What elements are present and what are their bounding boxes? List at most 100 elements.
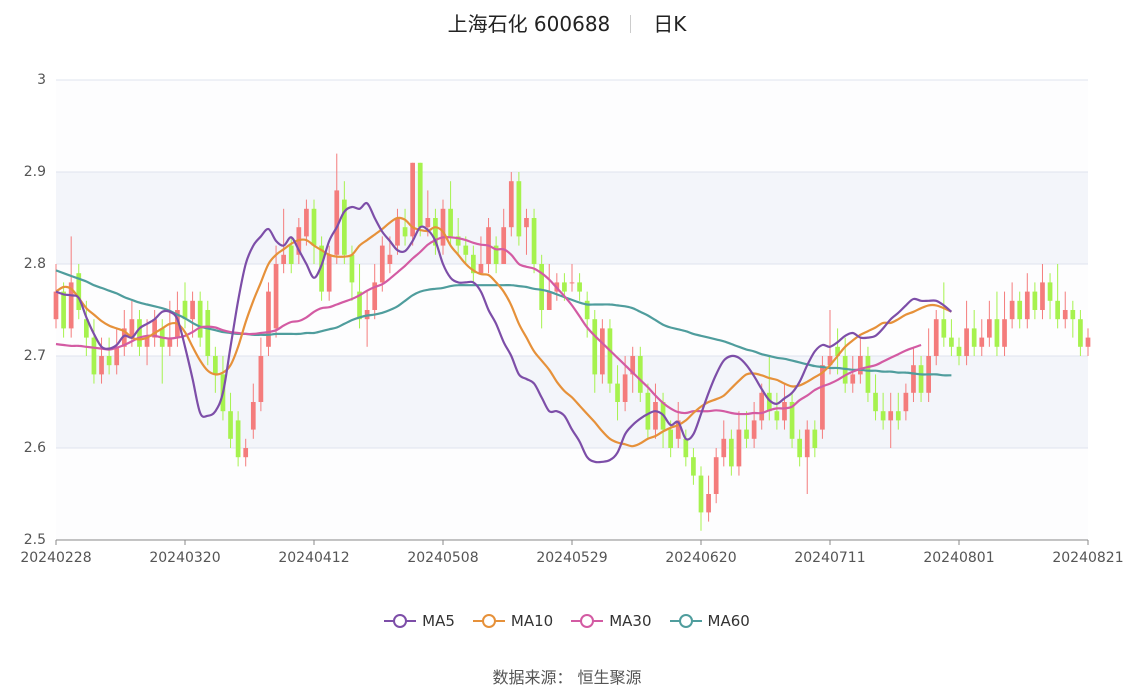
- candle-body: [76, 273, 82, 310]
- x-tick-label: 20240711: [794, 550, 865, 566]
- candle-body: [949, 337, 954, 347]
- candle: [600, 319, 605, 384]
- candle: [144, 319, 150, 366]
- candle-body: [675, 420, 681, 439]
- candle-body: [342, 199, 347, 255]
- y-tick-label: 2.8: [24, 256, 46, 272]
- candle: [1078, 310, 1083, 356]
- candle: [918, 356, 924, 402]
- candle: [971, 310, 977, 356]
- candle: [691, 448, 696, 485]
- candle-body: [319, 245, 324, 292]
- candle-body: [121, 328, 127, 347]
- legend-ma10[interactable]: MA10: [472, 612, 553, 630]
- candle-body: [61, 291, 66, 329]
- candle: [979, 319, 985, 356]
- candle: [1070, 300, 1076, 338]
- candle: [987, 300, 992, 347]
- candle-body: [858, 356, 863, 375]
- y-axis: 3 2.9 2.8 2.7 2.6 2.5: [24, 72, 46, 548]
- candle: [304, 199, 309, 246]
- candle-body: [137, 319, 142, 347]
- legend-ma60[interactable]: MA60: [669, 612, 750, 630]
- candle: [858, 337, 863, 384]
- legend-ma10-marker: [472, 613, 505, 629]
- candle-body: [288, 245, 294, 264]
- candle-body: [766, 392, 772, 412]
- grid-band: [56, 172, 1088, 264]
- candle: [782, 383, 787, 430]
- candle: [584, 291, 590, 338]
- candle-body: [653, 402, 658, 430]
- candle-body: [349, 254, 355, 283]
- candle: [121, 310, 127, 356]
- legend-ma5-label: MA5: [422, 612, 455, 630]
- candle-body: [379, 245, 385, 283]
- candle: [941, 282, 947, 347]
- candle: [1009, 282, 1015, 329]
- candle: [713, 448, 719, 504]
- candle: [493, 236, 499, 274]
- candle: [334, 153, 340, 264]
- candle-body: [99, 356, 104, 375]
- candle-body: [395, 218, 400, 246]
- candle: [455, 218, 461, 255]
- candle-body: [615, 383, 620, 402]
- candle-body: [425, 218, 431, 228]
- x-tick-label: 20240508: [407, 550, 478, 566]
- candle-body: [562, 282, 567, 292]
- candle: [395, 208, 400, 255]
- candle-body: [250, 402, 256, 430]
- candle: [1024, 273, 1030, 329]
- ma30-line: [55, 235, 922, 416]
- candle-body: [524, 218, 529, 228]
- candle-body: [114, 346, 120, 366]
- candle: [417, 162, 423, 237]
- candle-body: [721, 438, 727, 458]
- y-tick-label: 3: [37, 72, 46, 88]
- legend-ma5[interactable]: MA5: [384, 612, 455, 630]
- legend-ma30[interactable]: MA30: [571, 612, 652, 630]
- candle-body: [478, 264, 484, 274]
- candle-body: [751, 420, 757, 439]
- candle: [243, 438, 249, 467]
- candle: [501, 208, 507, 264]
- candle: [721, 420, 727, 467]
- candle: [531, 208, 537, 274]
- y-tick-label: 2.7: [24, 348, 46, 364]
- candle-body: [895, 411, 901, 421]
- candle: [266, 282, 271, 356]
- candle-body: [53, 291, 59, 320]
- candle: [683, 429, 689, 467]
- candle-body: [584, 300, 590, 320]
- candle: [379, 236, 385, 292]
- candle: [903, 383, 909, 421]
- candle-body: [964, 328, 969, 356]
- candle: [1040, 264, 1045, 320]
- candle-body: [357, 291, 362, 320]
- candle: [1062, 291, 1068, 329]
- candle: [994, 291, 1000, 356]
- candle: [744, 411, 749, 448]
- candle: [789, 392, 795, 448]
- candle: [91, 319, 97, 384]
- candle: [258, 337, 264, 412]
- candle-body: [326, 254, 332, 292]
- candle-body: [812, 429, 818, 448]
- candle: [61, 282, 66, 338]
- candle: [873, 374, 878, 421]
- candle-body: [994, 319, 1000, 347]
- candle-body: [84, 319, 89, 338]
- candle-body: [774, 411, 780, 421]
- candle: [774, 392, 780, 430]
- candle-body: [68, 282, 74, 329]
- candle: [645, 383, 651, 439]
- candle-body: [1062, 310, 1068, 320]
- legend-ma60-label: MA60: [707, 612, 750, 630]
- candle-body: [979, 337, 985, 347]
- candle: [410, 162, 415, 246]
- candle-body: [691, 457, 696, 476]
- candle-body: [759, 392, 765, 421]
- period-label: 日K: [653, 12, 687, 36]
- candle-body: [228, 411, 233, 439]
